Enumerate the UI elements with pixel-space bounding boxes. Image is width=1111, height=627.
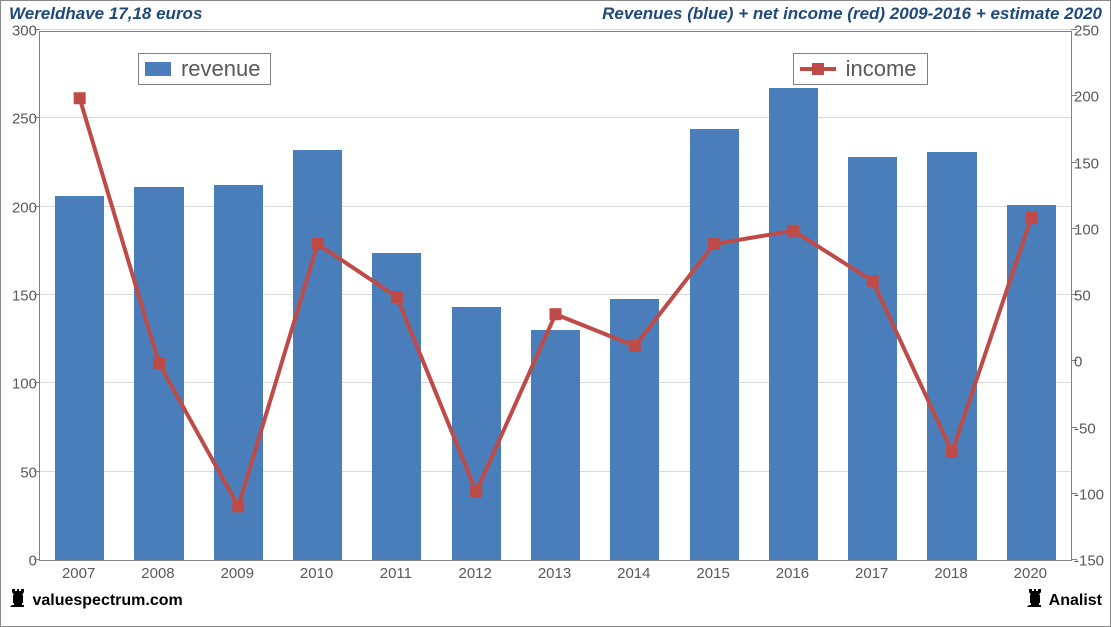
gridline bbox=[40, 294, 1071, 295]
revenue-bar bbox=[452, 307, 501, 560]
y-left-tick-label: 50 bbox=[3, 464, 37, 481]
revenue-bar bbox=[372, 253, 421, 560]
y-right-tick-label: 100 bbox=[1074, 221, 1108, 238]
revenue-bar bbox=[55, 196, 104, 560]
y-right-tick-label: -100 bbox=[1074, 486, 1108, 503]
x-tick-label: 2018 bbox=[934, 565, 967, 582]
y-left-tick-label: 300 bbox=[3, 23, 37, 40]
x-tick-label: 2016 bbox=[776, 565, 809, 582]
rook-icon bbox=[1026, 589, 1042, 612]
gridline bbox=[40, 206, 1071, 207]
legend-line-swatch bbox=[800, 62, 836, 76]
rook-icon bbox=[9, 589, 25, 612]
chart-container: Wereldhave 17,18 euros Revenues (blue) +… bbox=[0, 0, 1111, 627]
revenue-bar bbox=[927, 152, 976, 560]
legend-label: revenue bbox=[181, 56, 261, 82]
legend-income: income bbox=[793, 53, 928, 85]
x-tick-label: 2017 bbox=[855, 565, 888, 582]
y-left-tick-label: 0 bbox=[3, 553, 37, 570]
revenue-bar bbox=[214, 185, 263, 560]
chart-footer: valuespectrum.com Analist bbox=[1, 587, 1110, 616]
legend-bar-swatch bbox=[145, 62, 171, 76]
footer-left-text: valuespectrum.com bbox=[32, 592, 182, 609]
y-right-tick-label: 150 bbox=[1074, 155, 1108, 172]
x-tick-label: 2015 bbox=[696, 565, 729, 582]
y-axis-right-labels: -150-100-50050100150200250 bbox=[1074, 31, 1108, 561]
x-tick-label: 2011 bbox=[380, 565, 412, 582]
x-tick-label: 2010 bbox=[300, 565, 333, 582]
revenue-bar bbox=[690, 129, 739, 560]
legend-label: income bbox=[846, 56, 917, 82]
y-right-tick-label: 0 bbox=[1074, 354, 1108, 371]
x-tick-label: 2008 bbox=[141, 565, 174, 582]
revenue-bar bbox=[848, 157, 897, 560]
y-right-tick-label: 250 bbox=[1074, 23, 1108, 40]
x-tick-label: 2013 bbox=[538, 565, 571, 582]
y-left-tick-label: 100 bbox=[3, 376, 37, 393]
legend-revenue: revenue bbox=[138, 53, 272, 85]
x-tick-label: 2012 bbox=[459, 565, 492, 582]
x-tick-label: 2009 bbox=[221, 565, 254, 582]
footer-left: valuespectrum.com bbox=[9, 589, 183, 612]
income-marker bbox=[74, 92, 86, 104]
footer-right: Analist bbox=[1026, 589, 1102, 612]
y-left-tick-label: 250 bbox=[3, 111, 37, 128]
revenue-bar bbox=[769, 88, 818, 560]
chart-title-left: Wereldhave 17,18 euros bbox=[9, 4, 202, 24]
y-right-tick-label: -150 bbox=[1074, 553, 1108, 570]
y-right-tick-label: 200 bbox=[1074, 89, 1108, 106]
revenue-bar bbox=[610, 299, 659, 560]
y-right-tick-label: 50 bbox=[1074, 288, 1108, 305]
income-marker bbox=[550, 308, 562, 320]
x-tick-label: 2007 bbox=[62, 565, 95, 582]
gridline bbox=[40, 29, 1071, 30]
chart-header: Wereldhave 17,18 euros Revenues (blue) +… bbox=[1, 1, 1110, 27]
revenue-bar bbox=[293, 150, 342, 560]
revenue-bar bbox=[1007, 205, 1056, 560]
y-left-tick-label: 200 bbox=[3, 199, 37, 216]
footer-right-text: Analist bbox=[1049, 592, 1102, 609]
gridline bbox=[40, 117, 1071, 118]
x-tick-label: 2020 bbox=[1014, 565, 1047, 582]
revenue-bar bbox=[531, 330, 580, 560]
y-left-tick-label: 150 bbox=[3, 288, 37, 305]
plot-area: revenue income bbox=[39, 31, 1072, 561]
y-right-tick-label: -50 bbox=[1074, 420, 1108, 437]
x-tick-label: 2014 bbox=[617, 565, 650, 582]
x-axis-labels: 2007 2008 2009 2010 2011 2012 2013 2014 2015 2016… bbox=[39, 565, 1072, 587]
y-axis-left-labels: 050100150200250300 bbox=[3, 31, 37, 561]
revenue-bar bbox=[134, 187, 183, 560]
chart-title-right: Revenues (blue) + net income (red) 2009-… bbox=[602, 4, 1102, 24]
